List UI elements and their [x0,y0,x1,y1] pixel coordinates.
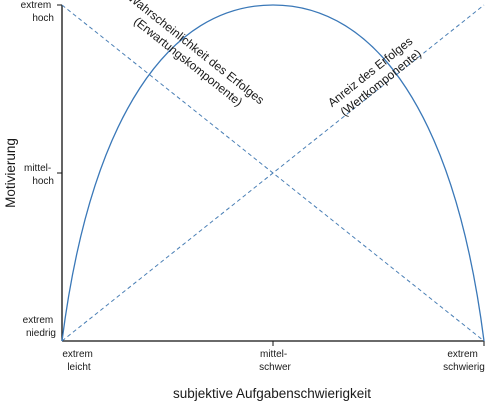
incentive-label: Anreiz des Erfolges (Wertkomponente) [325,32,427,122]
motivation-curve [61,4,485,342]
y-tick-label-mid: mittel- hoch [24,163,54,187]
x-tick-label-medium: mittel- schwer [259,349,291,373]
y-tick-label-low: extrem niedrig [23,315,56,339]
x-tick-label-easy: extrem leicht [62,349,95,373]
x-tick-label-hard: extrem schwierig [443,349,485,373]
y-axis-title: Motivierung [3,138,18,208]
incentive-curve [61,4,485,342]
x-axis-title: subjektive Aufgabenschwierigkeit [173,386,371,401]
y-tick-label-high: extrem hoch [21,0,54,24]
probability-label: Wahrscheinlichkeit des Erfolges (Erwartu… [116,0,269,121]
